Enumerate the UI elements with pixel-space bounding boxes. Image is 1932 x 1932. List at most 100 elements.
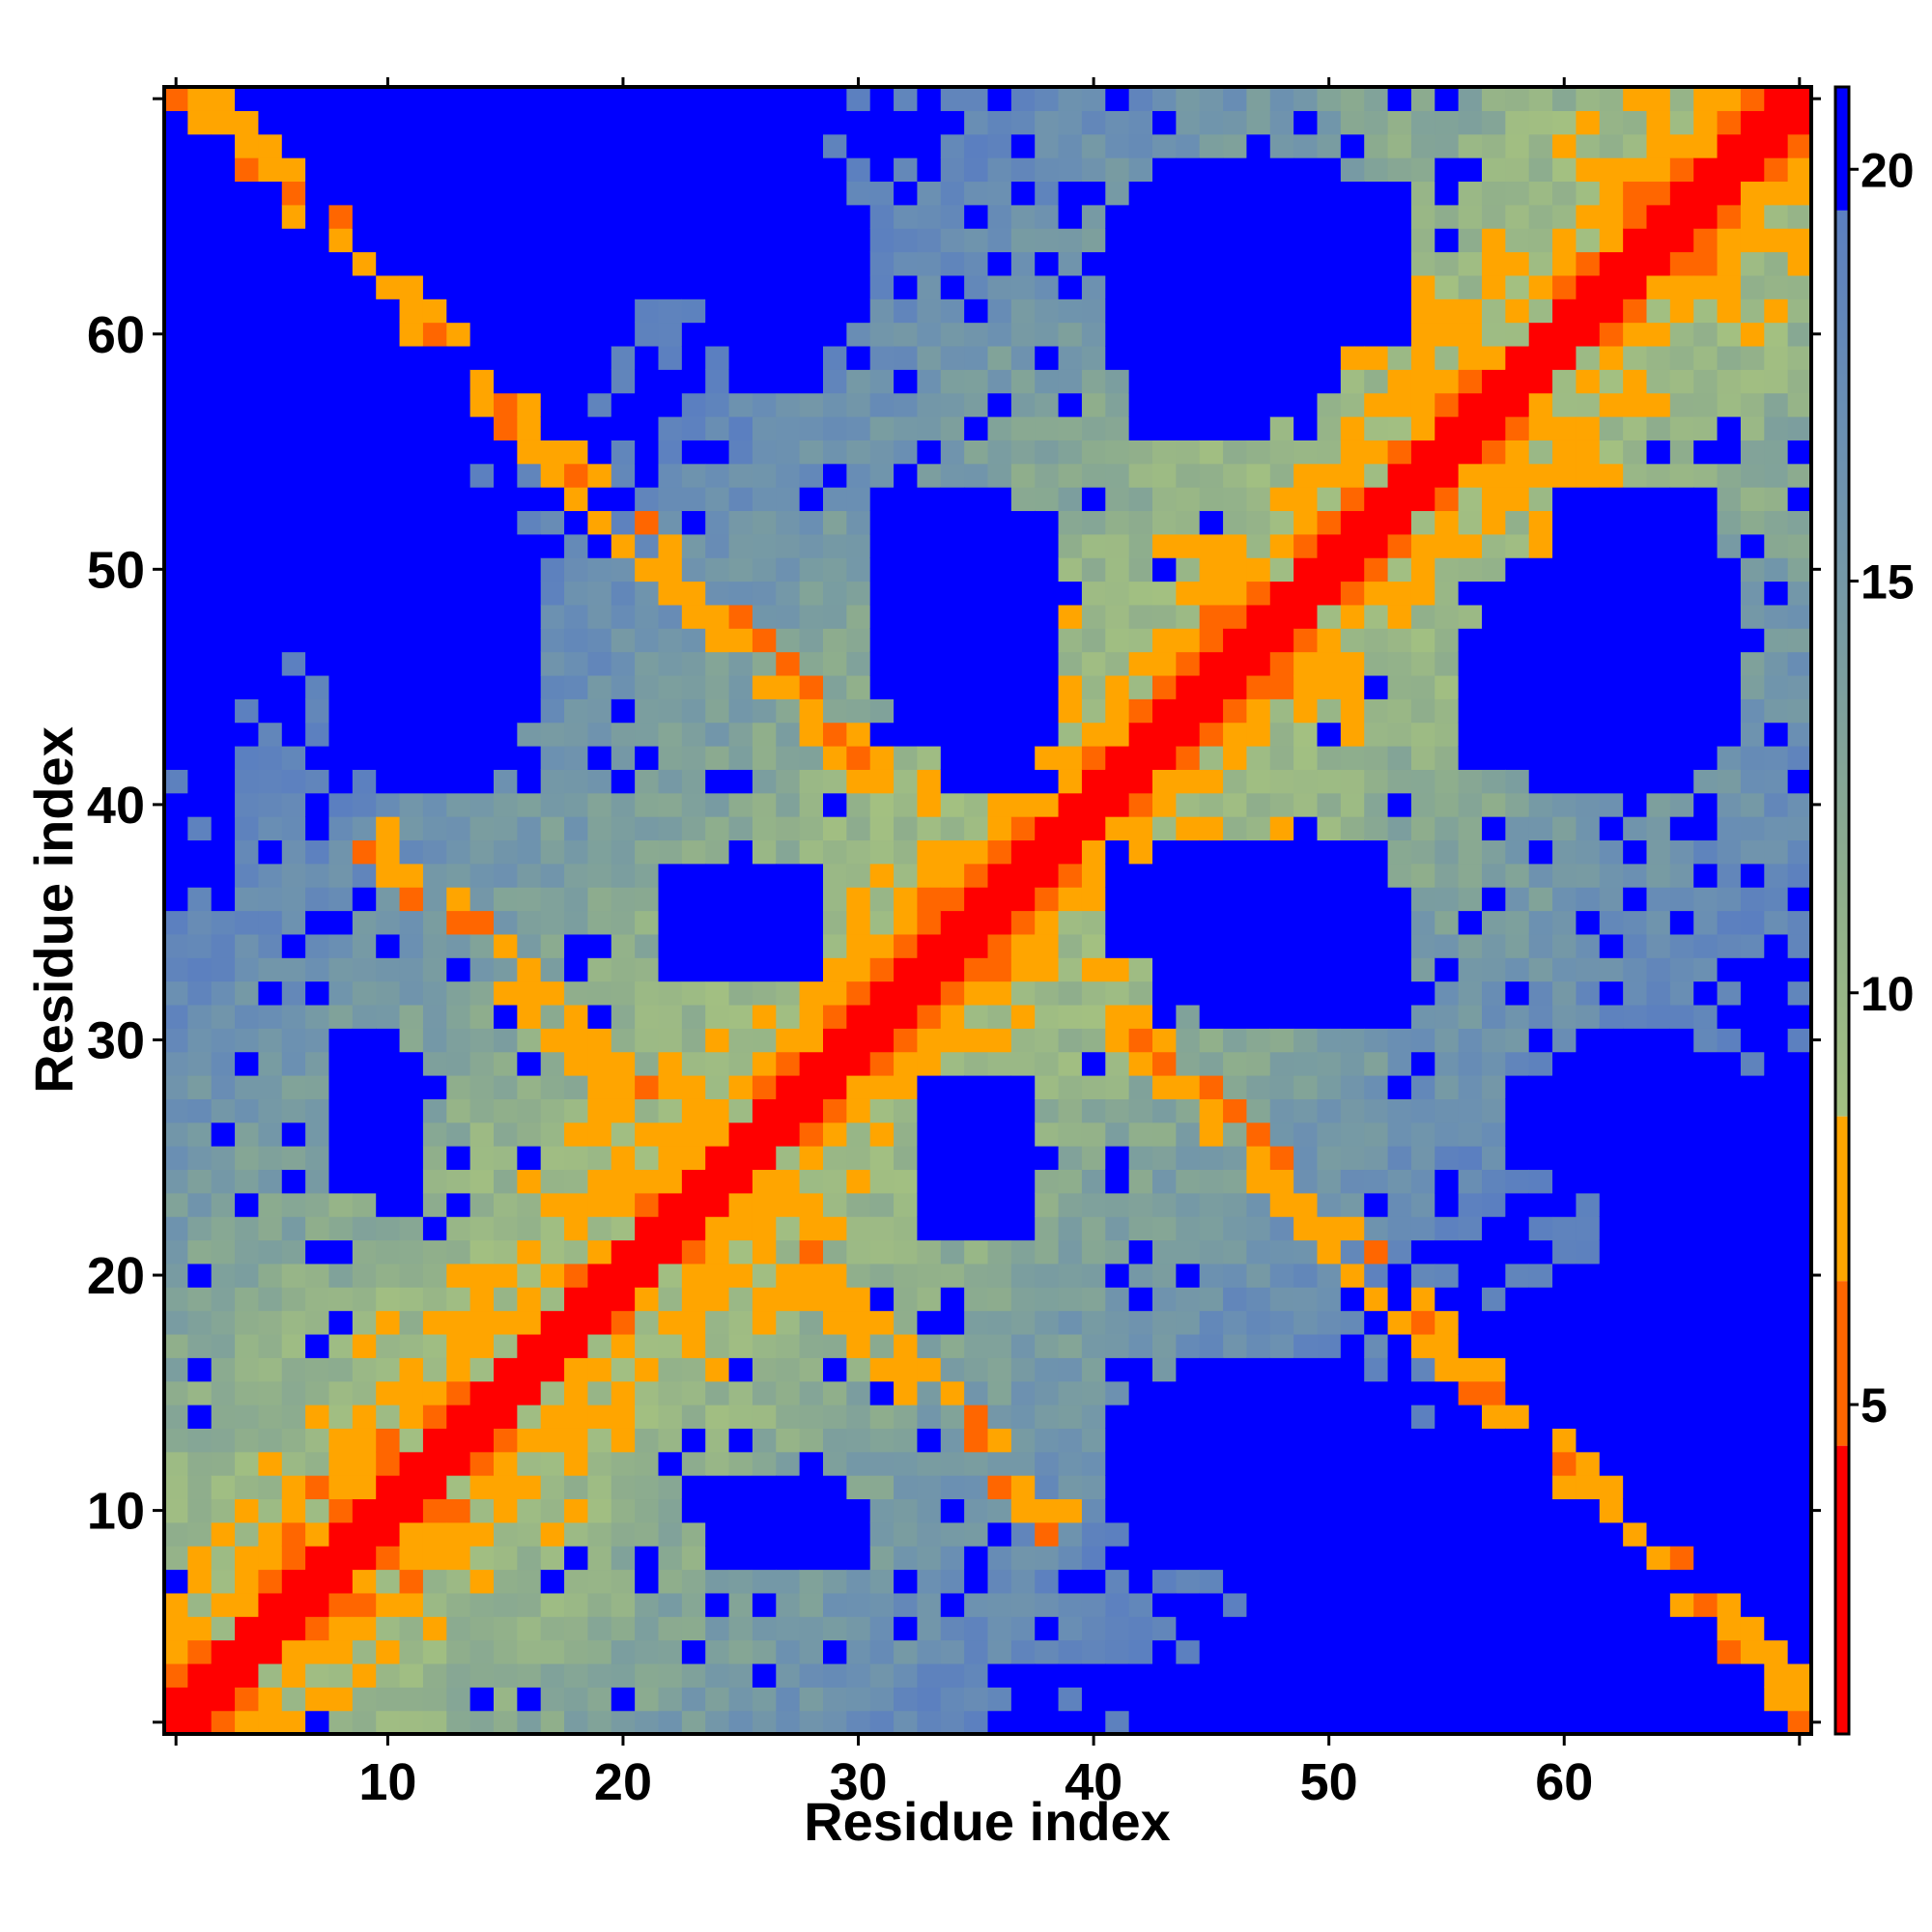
heatmap-cell	[752, 133, 777, 158]
heatmap-cell	[681, 1310, 706, 1335]
heatmap-cell	[894, 251, 919, 276]
heatmap-cell	[540, 345, 565, 370]
heatmap-cell	[1246, 1004, 1271, 1029]
heatmap-cell	[681, 110, 706, 135]
heatmap-cell	[964, 1521, 989, 1547]
heatmap-cell	[328, 1498, 354, 1523]
heatmap-cell	[352, 816, 377, 841]
heatmap-cell	[823, 345, 847, 370]
heatmap-cell	[1787, 581, 1812, 606]
heatmap-cell	[1693, 533, 1719, 558]
heatmap-cell	[1646, 722, 1671, 747]
heatmap-cell	[376, 980, 401, 1006]
heatmap-cell	[376, 1380, 401, 1406]
heatmap-cell	[752, 1428, 777, 1453]
heatmap-cell	[1693, 1710, 1719, 1735]
heatmap-cell	[917, 1662, 942, 1688]
heatmap-cell	[517, 1592, 542, 1617]
heatmap-cell	[1010, 651, 1036, 676]
heatmap-cell	[1081, 1521, 1106, 1547]
heatmap-cell	[469, 1075, 495, 1099]
heatmap-cell	[869, 440, 895, 465]
heatmap-cell	[1576, 1263, 1601, 1288]
heatmap-cell	[635, 1051, 660, 1076]
heatmap-cell	[399, 816, 424, 841]
heatmap-cell	[728, 533, 753, 558]
heatmap-cell	[1435, 322, 1460, 347]
heatmap-cell	[1035, 1169, 1060, 1194]
heatmap-cell	[917, 181, 942, 206]
heatmap-cell	[1410, 1569, 1435, 1594]
heatmap-cell	[1269, 1169, 1294, 1194]
heatmap-cell	[1199, 322, 1224, 347]
heatmap-cell	[1246, 1475, 1271, 1500]
heatmap-cell	[587, 722, 612, 747]
heatmap-cell	[1410, 87, 1435, 111]
heatmap-cell	[328, 1216, 354, 1241]
heatmap-cell	[1081, 1051, 1106, 1076]
heatmap-cell	[1576, 1310, 1601, 1335]
heatmap-cell	[1646, 1380, 1671, 1406]
heatmap-cell	[258, 1310, 283, 1335]
heatmap-cell	[658, 369, 683, 394]
heatmap-cell	[1646, 251, 1671, 276]
heatmap-cell	[258, 1004, 283, 1029]
heatmap-cell	[799, 133, 824, 158]
heatmap-cell	[1740, 1051, 1765, 1076]
heatmap-cell	[540, 1098, 565, 1123]
heatmap-cell	[564, 1333, 589, 1358]
heatmap-cell	[611, 181, 636, 206]
heatmap-cell	[1176, 204, 1201, 229]
heatmap-cell	[587, 581, 612, 606]
heatmap-cell	[1035, 746, 1060, 770]
heatmap-cell	[328, 557, 354, 582]
heatmap-cell	[1317, 1146, 1342, 1171]
heatmap-cell	[658, 133, 683, 158]
heatmap-cell	[235, 369, 260, 394]
heatmap-cell	[1246, 1075, 1271, 1099]
heatmap-cell	[1599, 1475, 1624, 1500]
y-tick-label: 50	[87, 541, 145, 599]
heatmap-cell	[728, 251, 753, 276]
heatmap-cell	[705, 1310, 730, 1335]
heatmap-cell	[1010, 322, 1036, 347]
heatmap-cell	[1764, 933, 1789, 958]
heatmap-cell	[1528, 1662, 1553, 1688]
heatmap-cell	[1458, 1592, 1483, 1617]
heatmap-cell	[1435, 204, 1460, 229]
heatmap-cell	[1740, 369, 1765, 394]
heatmap-cell	[540, 440, 565, 465]
heatmap-cell	[1552, 1592, 1577, 1617]
heatmap-cell	[1058, 463, 1083, 488]
heatmap-cell	[1552, 1169, 1577, 1194]
heatmap-cell	[869, 1380, 895, 1406]
heatmap-cell	[658, 87, 683, 111]
heatmap-cell	[681, 204, 706, 229]
heatmap-cell	[752, 816, 777, 841]
heatmap-cell	[517, 204, 542, 229]
heatmap-cell	[1693, 1521, 1719, 1547]
heatmap-cell	[846, 87, 871, 111]
heatmap-cell	[1740, 1333, 1765, 1358]
heatmap-cell	[1528, 110, 1553, 135]
heatmap-cell	[705, 1028, 730, 1053]
heatmap-cell	[352, 863, 377, 888]
heatmap-cell	[469, 1287, 495, 1312]
heatmap-cell	[1269, 1051, 1294, 1076]
heatmap-cell	[1010, 1592, 1036, 1617]
heatmap-cell	[776, 651, 801, 676]
heatmap-cell	[211, 1098, 236, 1123]
heatmap-cell	[776, 863, 801, 888]
heatmap-cell	[540, 1192, 565, 1217]
heatmap-cell	[635, 1405, 660, 1429]
heatmap-cell	[1199, 1098, 1224, 1123]
heatmap-cell	[1458, 792, 1483, 817]
heatmap-cell	[1293, 463, 1319, 488]
heatmap-cell	[681, 228, 706, 253]
heatmap-cell	[1764, 1592, 1789, 1617]
heatmap-cell	[1717, 1333, 1742, 1358]
heatmap-cell	[1269, 1004, 1294, 1029]
heatmap-cell	[187, 1333, 213, 1358]
heatmap-cell	[494, 1662, 518, 1688]
heatmap-cell	[1176, 651, 1201, 676]
